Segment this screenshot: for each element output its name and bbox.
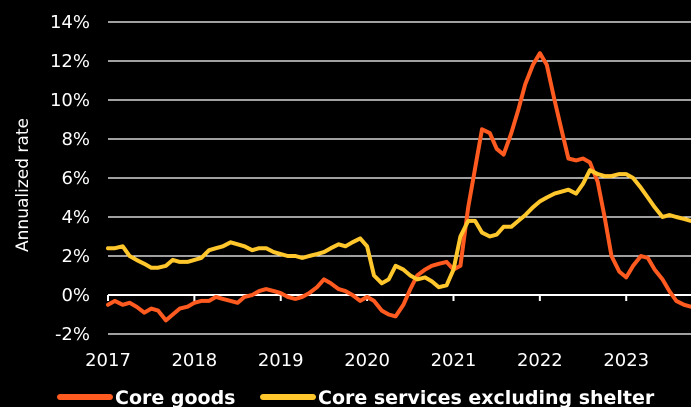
x-tick-label: 2021 [431, 350, 477, 371]
y-tick-label: 6% [61, 168, 90, 189]
x-tick-label: 2020 [344, 350, 390, 371]
series-line-2 [106, 168, 691, 290]
y-tick-label: 8% [61, 129, 90, 150]
x-tick-label: 2022 [517, 350, 563, 371]
x-tick-labels: 2017 2018 2019 2020 2021 2022 2023 [85, 350, 649, 371]
y-tick-label: 4% [61, 207, 90, 228]
legend-label: Core goods [115, 387, 236, 407]
y-axis-label: Annualized rate [13, 118, 33, 252]
y-tick-labels: -2% 0% 2% 4% 6% 8% 10% 12% 14% [50, 12, 90, 345]
y-tick-label: 2% [61, 246, 90, 267]
legend: Core goods Core services excluding shelte… [57, 387, 655, 407]
y-tick-label: -2% [55, 324, 90, 345]
x-axis [107, 294, 691, 301]
series-lines [106, 51, 691, 323]
x-tick-label: 2019 [258, 350, 304, 371]
y-tick-label: 10% [50, 90, 90, 111]
legend-label: Core services excluding shelter [318, 387, 655, 407]
y-tick-label: 0% [61, 285, 90, 306]
x-tick-label: 2023 [603, 350, 649, 371]
y-tick-label: 12% [50, 51, 90, 72]
x-tick-label: 2018 [171, 350, 217, 371]
y-tick-label: 14% [50, 12, 90, 33]
x-tick-label: 2017 [85, 350, 131, 371]
